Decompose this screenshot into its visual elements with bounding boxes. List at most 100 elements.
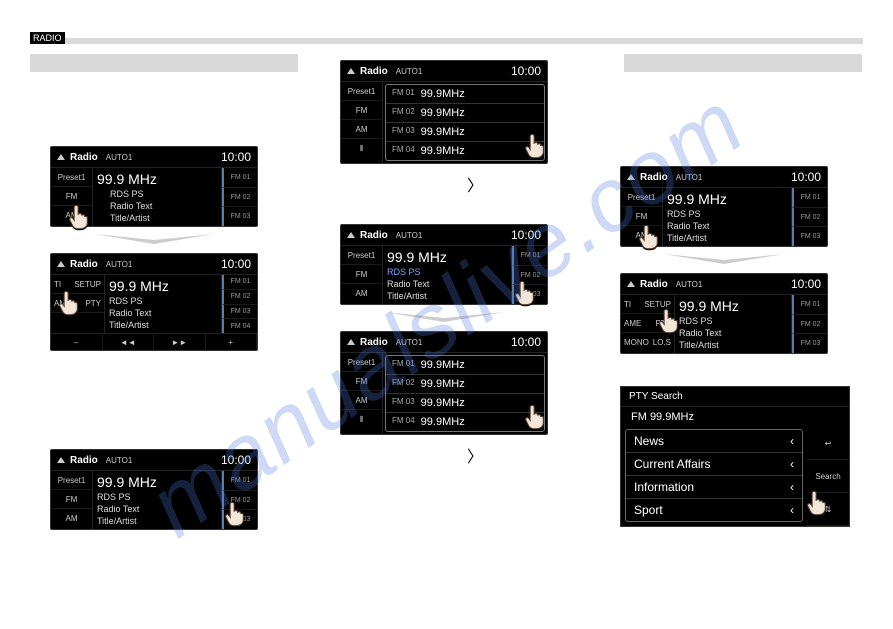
clock: 10:00 <box>791 170 821 184</box>
panel-title: Radio <box>627 172 668 183</box>
down-chevron-icon <box>340 311 548 325</box>
preset-fm03[interactable]: FM 03 <box>792 334 827 353</box>
clock: 10:00 <box>791 277 821 291</box>
clock: 10:00 <box>221 257 251 271</box>
auto-mode: AUTO1 <box>98 456 221 465</box>
preset-fm01[interactable]: FM 01 <box>222 168 257 188</box>
preset-fm01[interactable]: FM 01 <box>792 295 827 315</box>
band-am[interactable]: AM <box>341 284 382 303</box>
column-left: Radio AUTO1 10:00 Preset1 FM AM 99.9 MHz… <box>50 60 320 538</box>
radio-text: Radio Text <box>387 278 507 290</box>
preset-label[interactable]: Preset1 <box>621 188 662 207</box>
title-artist: Title/Artist <box>109 319 217 331</box>
preset-label[interactable]: Preset1 <box>341 353 382 372</box>
band-fm[interactable]: FM <box>341 101 382 120</box>
ame-button[interactable]: AME <box>624 319 641 328</box>
title-artist: Title/Artist <box>679 339 787 351</box>
preset-label[interactable]: Preset1 <box>341 246 382 265</box>
pty-item-news[interactable]: News‹ <box>626 430 802 453</box>
pointer-hand-icon <box>521 131 549 159</box>
pointer-hand-icon <box>635 222 663 250</box>
down-chevron-icon <box>50 233 258 247</box>
pty-button[interactable]: PTY <box>85 299 101 308</box>
tune-up[interactable]: + <box>206 334 258 350</box>
ti-button[interactable]: TI <box>624 300 631 309</box>
auto-mode: AUTO1 <box>98 153 221 162</box>
preset-fm01[interactable]: FM 01 <box>512 246 547 266</box>
preset-fm02[interactable]: FM 02 <box>222 290 257 305</box>
step-arrow: 〉 <box>340 443 610 467</box>
preset-fm02[interactable]: FM 02 <box>792 208 827 228</box>
preset-label[interactable]: Preset1 <box>341 82 382 101</box>
panel-title: Radio <box>347 337 388 348</box>
station-row[interactable]: FM 0299.9MHz <box>386 104 544 123</box>
header-rule <box>30 38 863 44</box>
station-row[interactable]: FM 0199.9MHz <box>386 356 544 375</box>
pointer-hand-icon <box>655 306 683 334</box>
eq-icon[interactable]: ⫴ <box>341 139 382 158</box>
down-chevron-icon <box>620 253 828 267</box>
auto-mode: AUTO1 <box>668 280 791 289</box>
rds-ps: RDS PS <box>679 315 787 327</box>
radio-panel-list2: Radio AUTO1 10:00 Preset1 FM AM ⫴ FM 019… <box>340 331 548 435</box>
preset-fm01[interactable]: FM 01 <box>222 275 257 290</box>
pointer-hand-icon <box>221 499 249 527</box>
preset-fm03[interactable]: FM 03 <box>792 227 827 246</box>
preset-fm02[interactable]: FM 02 <box>792 315 827 335</box>
auto-mode: AUTO1 <box>388 338 511 347</box>
mono-button[interactable]: MONO <box>624 338 649 347</box>
preset-label[interactable]: Preset1 <box>51 168 92 187</box>
los-button[interactable]: LO.S <box>653 338 671 347</box>
band-am[interactable]: AM <box>341 391 382 410</box>
radio-panel-b: Radio AUTO1 10:00 TISETUP AMEPTY 99.9 MH… <box>50 253 258 351</box>
tune-down[interactable]: – <box>51 334 103 350</box>
seek-prev[interactable]: ◄◄ <box>103 334 155 350</box>
seek-next[interactable]: ►► <box>154 334 206 350</box>
preset-fm04[interactable]: FM 04 <box>222 319 257 333</box>
band-fm[interactable]: FM <box>341 372 382 391</box>
radio-panel-a: Radio AUTO1 10:00 Preset1 FM AM 99.9 MHz… <box>50 146 258 227</box>
step-arrow: 〉 <box>340 172 610 196</box>
frequency: 99.9 MHz <box>667 190 787 208</box>
preset-fm01[interactable]: FM 01 <box>222 471 257 491</box>
station-row[interactable]: FM 0199.9MHz <box>386 85 544 104</box>
band-am[interactable]: AM <box>51 509 92 528</box>
rds-ps: RDS PS <box>109 295 217 307</box>
station-row[interactable]: FM 0299.9MHz <box>386 375 544 394</box>
pointer-hand-icon <box>55 288 83 316</box>
band-am[interactable]: AM <box>341 120 382 139</box>
pty-subtitle: FM 99.9MHz <box>621 407 849 427</box>
radio-panel-list1: Radio AUTO1 10:00 Preset1 FM AM ⫴ FM 019… <box>340 60 548 164</box>
clock: 10:00 <box>511 228 541 242</box>
preset-fm02[interactable]: FM 02 <box>222 188 257 208</box>
pty-item-sport[interactable]: Sport‹ <box>626 499 802 521</box>
preset-fm03[interactable]: FM 03 <box>222 207 257 226</box>
panel-title: Radio <box>57 152 98 163</box>
radio-panel-e: Radio AUTO1 10:00 Preset1 FM AM 99.9 MHz… <box>620 166 828 247</box>
radio-text: Radio Text <box>97 503 217 515</box>
preset-label[interactable]: Preset1 <box>51 471 92 490</box>
radio-text: Radio Text <box>679 327 787 339</box>
panel-title: Radio <box>347 66 388 77</box>
pty-back-icon[interactable]: ↩ <box>807 427 849 460</box>
pty-item-affairs[interactable]: Current Affairs‹ <box>626 453 802 476</box>
rds-ps: RDS PS <box>387 266 507 278</box>
eq-icon[interactable]: ⫴ <box>341 410 382 429</box>
rds-ps: RDS PS <box>97 188 217 200</box>
band-fm[interactable]: FM <box>341 265 382 284</box>
clock: 10:00 <box>221 453 251 467</box>
preset-fm03[interactable]: FM 03 <box>222 305 257 320</box>
radio-panel-c: Radio AUTO1 10:00 Preset1 FM AM 99.9 MHz… <box>50 449 258 530</box>
rds-ps: RDS PS <box>97 491 217 503</box>
preset-fm01[interactable]: FM 01 <box>792 188 827 208</box>
title-artist: Title/Artist <box>97 515 217 527</box>
frequency: 99.9 MHz <box>679 297 787 315</box>
auto-mode: AUTO1 <box>388 231 511 240</box>
auto-mode: AUTO1 <box>98 260 221 269</box>
column-right: Radio AUTO1 10:00 Preset1 FM AM 99.9 MHz… <box>620 60 890 527</box>
band-fm[interactable]: FM <box>51 490 92 509</box>
frequency: 99.9 MHz <box>97 170 217 188</box>
pty-item-information[interactable]: Information‹ <box>626 476 802 499</box>
clock: 10:00 <box>221 150 251 164</box>
header-label: RADIO <box>30 32 65 44</box>
